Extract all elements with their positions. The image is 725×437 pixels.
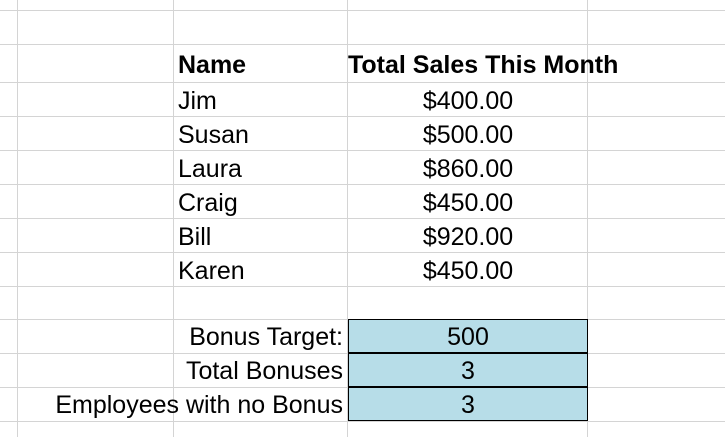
name-cell[interactable]: Craig <box>178 189 238 217</box>
gridline <box>0 116 725 117</box>
header-name-cell[interactable]: Name <box>178 51 247 79</box>
gridline <box>0 421 725 422</box>
gridline <box>0 44 725 45</box>
sales-cell[interactable]: $400.00 <box>422 87 514 115</box>
gridline <box>0 10 725 11</box>
no-bonus-value[interactable]: 3 <box>348 387 588 421</box>
name-cell[interactable]: Laura <box>178 155 242 183</box>
name-cell[interactable]: Jim <box>178 87 217 115</box>
gridline <box>0 150 725 151</box>
sales-cell[interactable]: $920.00 <box>422 223 514 251</box>
sales-cell[interactable]: $450.00 <box>422 257 514 285</box>
header-sales-cell[interactable]: Total Sales This Month <box>348 51 619 79</box>
name-cell[interactable]: Susan <box>178 121 249 149</box>
gridline <box>0 218 725 219</box>
name-cell[interactable]: Bill <box>178 223 212 251</box>
gridline <box>0 82 725 83</box>
bonus-target-value[interactable]: 500 <box>348 319 588 353</box>
no-bonus-label[interactable]: Employees with no Bonus <box>55 391 343 419</box>
total-bonuses-value[interactable]: 3 <box>348 353 588 387</box>
total-bonuses-label[interactable]: Total Bonuses <box>185 357 343 385</box>
gridline <box>0 286 725 287</box>
sales-cell[interactable]: $500.00 <box>422 121 514 149</box>
gridline <box>0 252 725 253</box>
name-cell[interactable]: Karen <box>178 257 245 285</box>
sales-cell[interactable]: $450.00 <box>422 189 514 217</box>
bonus-target-label[interactable]: Bonus Target: <box>189 323 343 351</box>
sales-cell[interactable]: $860.00 <box>422 155 514 183</box>
gridline <box>0 184 725 185</box>
